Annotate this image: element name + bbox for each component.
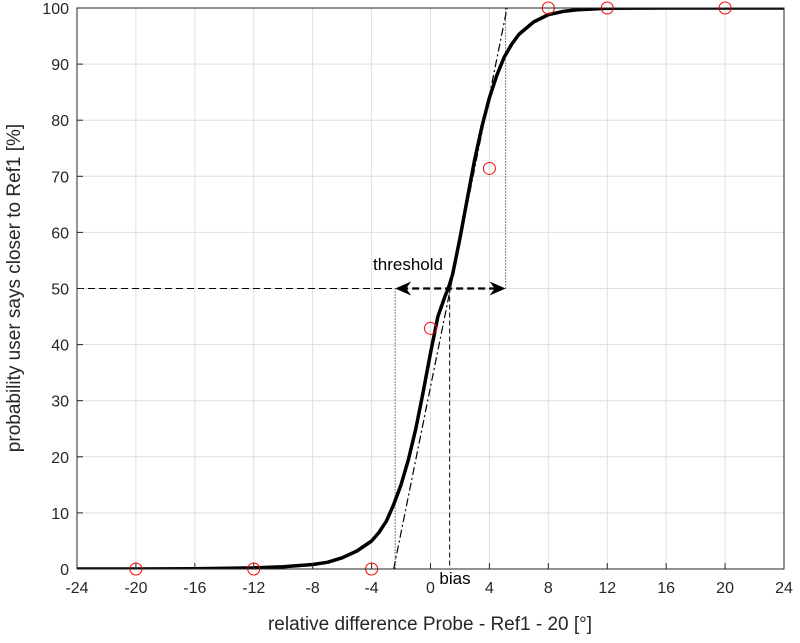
x-tick-label: 20 [716, 580, 734, 597]
y-tick-label: 10 [51, 506, 69, 523]
y-tick-label: 70 [51, 169, 69, 186]
y-tick-label: 40 [51, 338, 69, 355]
x-axis-label: relative difference Probe - Ref1 - 20 [°… [268, 614, 592, 635]
x-tick-label: 0 [426, 580, 435, 597]
y-tick-label: 60 [51, 225, 69, 242]
y-tick-label: 80 [51, 113, 69, 130]
annotations: threshold bias [373, 255, 471, 588]
x-tick-label: -16 [183, 580, 206, 597]
x-tick-label: 24 [775, 580, 793, 597]
series [77, 8, 784, 569]
data-point-marker [482, 161, 496, 175]
x-tick-label: -24 [65, 580, 88, 597]
bias-label: bias [439, 569, 470, 588]
y-tick-label: 50 [51, 282, 69, 299]
x-tick-label: -12 [242, 580, 265, 597]
y-tick-label: 0 [60, 562, 69, 579]
threshold-arrowhead-left [395, 281, 412, 296]
x-tick-label: 8 [544, 580, 553, 597]
grid [76, 7, 785, 570]
x-tick-label: -20 [124, 580, 147, 597]
fitted-curve-line [77, 8, 784, 569]
threshold-label: threshold [373, 255, 443, 274]
y-tick-label: 90 [51, 57, 69, 74]
x-tick-label: -4 [364, 580, 378, 597]
y-axis-label: probability user says closer to Ref1 [%] [4, 124, 25, 452]
y-tick-label: 100 [42, 1, 69, 18]
threshold-arrowhead-right [489, 281, 506, 296]
x-tick-label: 4 [485, 580, 494, 597]
tick-labels: -24 -20 -16 -12 -8 -4 0 4 8 12 16 20 24 0 10 20 30 40 50 60… [42, 1, 793, 597]
y-tick-label: 20 [51, 450, 69, 467]
x-tick-label: 16 [657, 580, 675, 597]
data-point-marker [424, 321, 437, 335]
y-tick-label: 30 [51, 394, 69, 411]
x-tick-label: 12 [598, 580, 616, 597]
x-tick-label: -8 [306, 580, 320, 597]
